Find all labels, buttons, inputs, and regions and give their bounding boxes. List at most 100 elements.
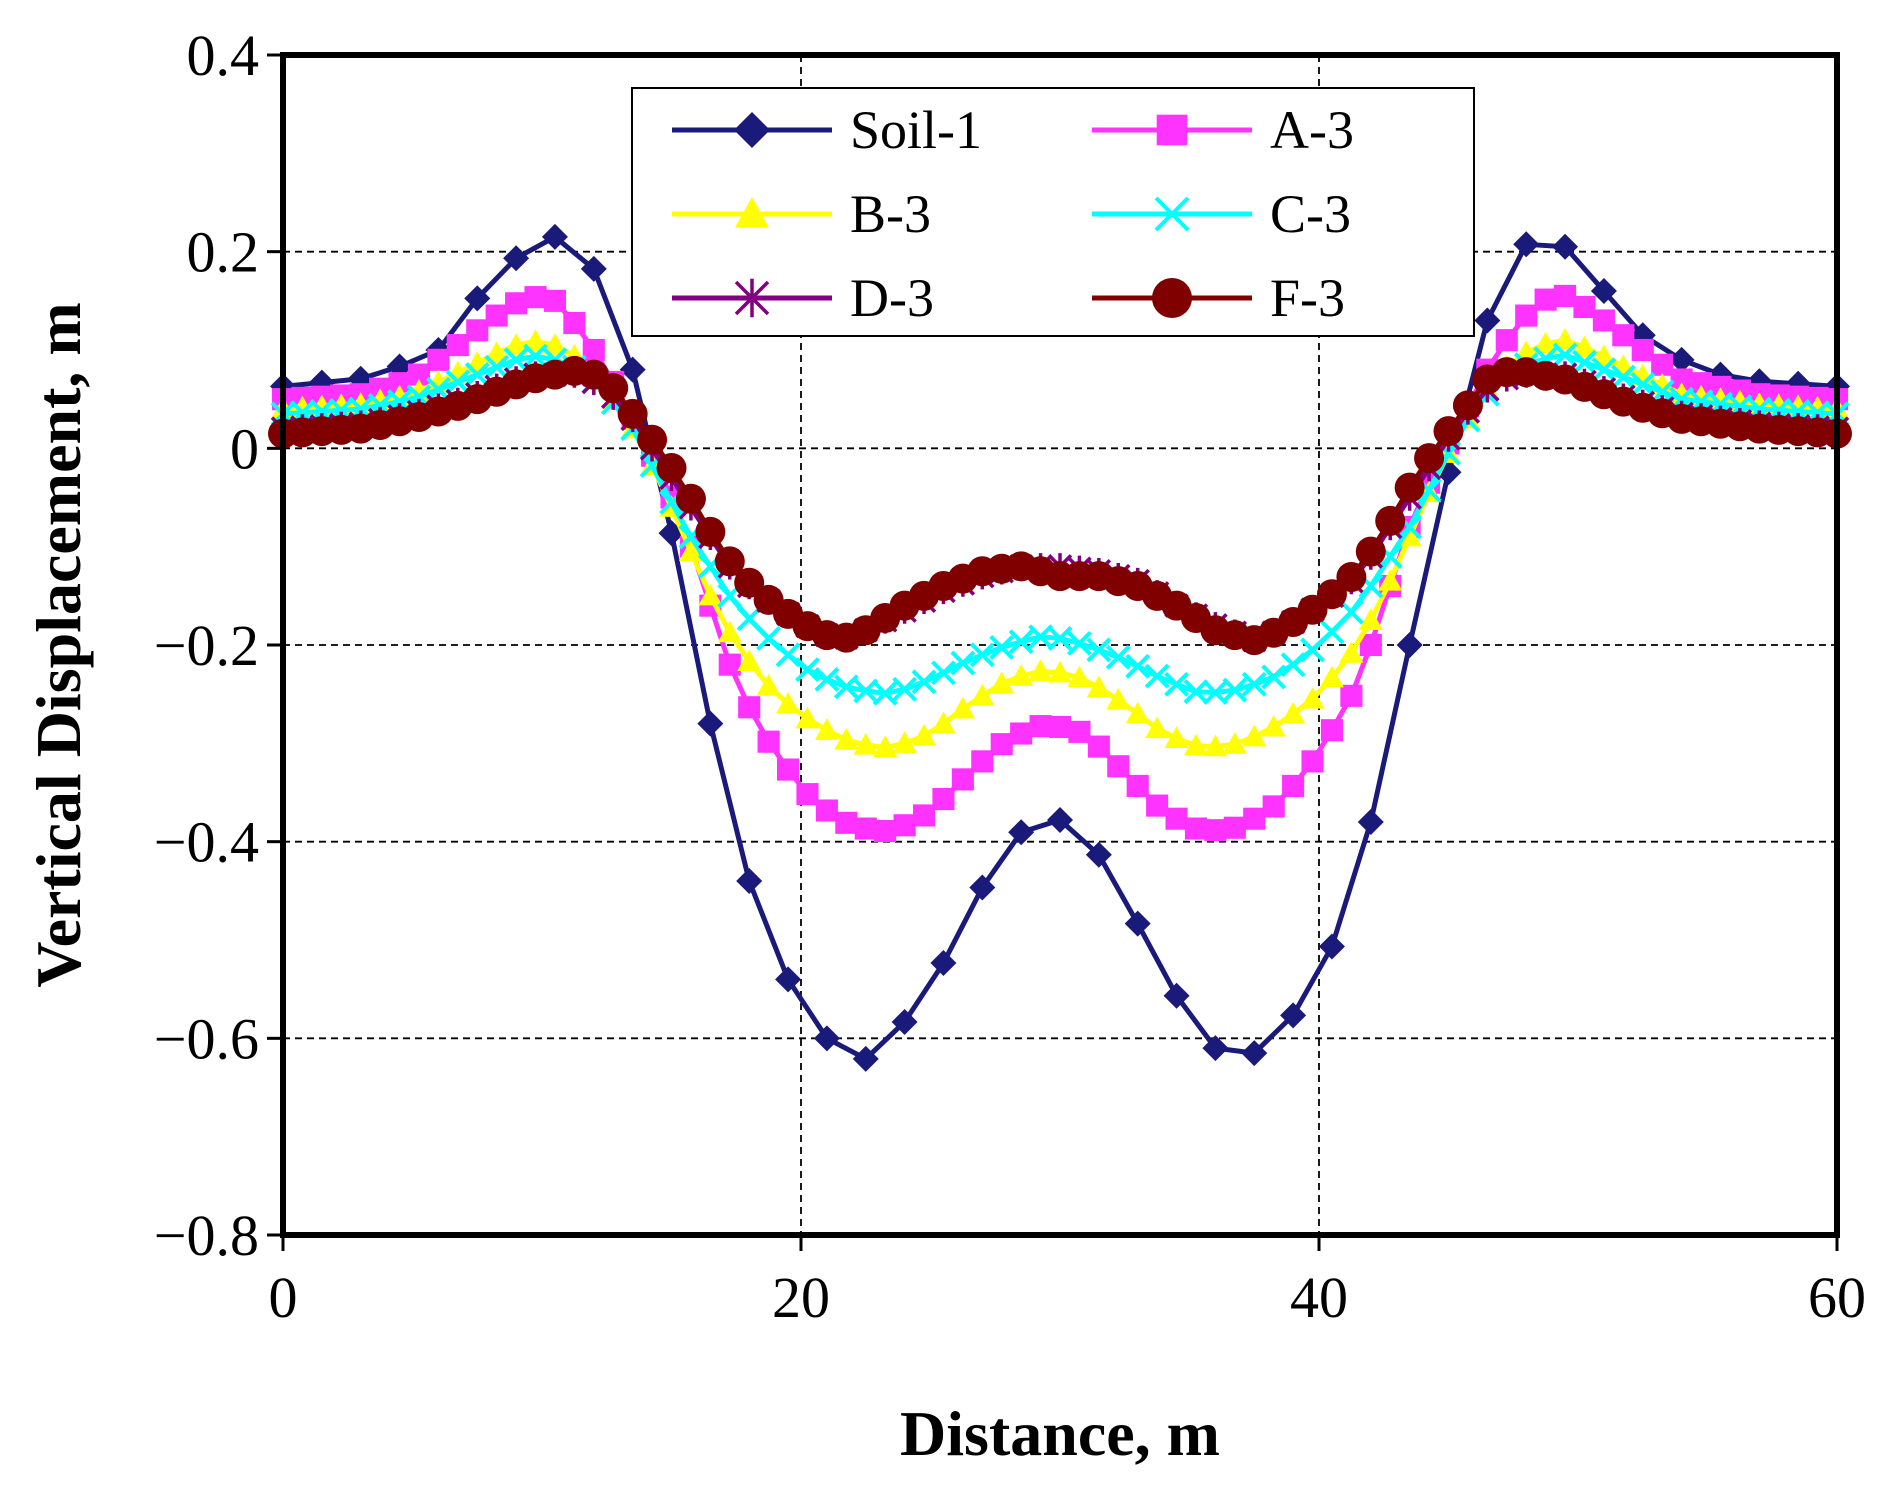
- data-point: [971, 750, 994, 773]
- data-point: [1394, 472, 1425, 503]
- data-point: [1067, 630, 1092, 656]
- x-tick-label: 40: [1290, 1265, 1348, 1330]
- data-point: [407, 363, 431, 386]
- data-point: [1029, 715, 1052, 738]
- data-point: [598, 373, 629, 404]
- data-point: [1126, 774, 1149, 797]
- data-point: [1243, 807, 1266, 830]
- data-point: [815, 799, 838, 822]
- data-point: [1630, 372, 1656, 397]
- data-point: [445, 369, 471, 395]
- data-point: [1106, 687, 1131, 710]
- legend-label: B-3: [850, 184, 931, 244]
- y-tick-label: −0.6: [154, 1006, 259, 1071]
- data-point: [1223, 816, 1246, 839]
- data-point: [503, 347, 529, 373]
- data-point: [776, 692, 801, 714]
- legend-label: Soil-1: [850, 100, 982, 160]
- data-point: [446, 334, 469, 357]
- data-point: [1513, 231, 1540, 258]
- data-point: [1222, 732, 1247, 754]
- data-point: [1340, 684, 1363, 707]
- data-point: [1009, 664, 1034, 686]
- data-point: [1592, 309, 1615, 332]
- data-point: [1184, 817, 1208, 840]
- data-point: [990, 733, 1013, 756]
- data-point: [893, 814, 916, 837]
- data-point: [1048, 660, 1072, 683]
- data-point: [833, 674, 859, 700]
- data-point: [425, 376, 451, 402]
- data-point: [892, 676, 918, 702]
- data-point: [969, 874, 996, 901]
- data-point: [1316, 579, 1347, 610]
- data-point: [950, 650, 976, 676]
- data-point: [1067, 665, 1092, 688]
- data-point: [814, 667, 840, 692]
- data-point: [619, 356, 646, 383]
- data-point: [1048, 715, 1072, 738]
- data-point: [1339, 641, 1364, 663]
- data-point: [675, 483, 706, 514]
- data-point: [1670, 368, 1693, 391]
- data-point: [504, 333, 529, 355]
- data-point: [1610, 364, 1636, 390]
- data-point: [1282, 774, 1305, 797]
- data-point: [1552, 342, 1578, 368]
- data-point: [1125, 653, 1151, 679]
- data-point: [1028, 624, 1053, 650]
- data-point: [892, 731, 917, 753]
- data-point: [464, 285, 491, 312]
- data-point: [1183, 679, 1209, 705]
- data-point: [503, 245, 530, 272]
- data-point: [970, 683, 995, 706]
- data-point: [1183, 733, 1208, 756]
- data-point: [1355, 536, 1386, 567]
- data-point: [1301, 750, 1324, 773]
- data-point: [1612, 324, 1635, 347]
- data-point: [930, 949, 957, 976]
- data-point: [989, 671, 1014, 694]
- data-point: [1203, 734, 1228, 757]
- data-point: [1319, 619, 1345, 645]
- data-point: [737, 649, 762, 671]
- legend-item-a-3: A-3: [1092, 100, 1354, 160]
- data-point: [1165, 807, 1188, 830]
- data-point: [1396, 632, 1423, 658]
- data-point: [1533, 331, 1558, 354]
- data-point: [698, 583, 723, 606]
- data-point: [505, 292, 528, 315]
- data-point: [1591, 344, 1616, 367]
- data-point: [1204, 819, 1227, 842]
- data-point: [1452, 390, 1483, 421]
- legend-label: F-3: [1270, 268, 1345, 328]
- y-tick-label: −0.2: [154, 613, 259, 678]
- data-point: [1357, 809, 1384, 835]
- legend-marker: [735, 197, 769, 228]
- data-point: [1474, 307, 1501, 334]
- legend-marker: [1152, 278, 1192, 318]
- legend-marker: [1156, 114, 1188, 146]
- x-tick-label: 0: [269, 1265, 298, 1330]
- data-point: [484, 354, 510, 380]
- data-point: [1300, 687, 1325, 709]
- data-point: [1047, 626, 1073, 651]
- data-point: [697, 710, 724, 737]
- data-point: [775, 966, 802, 993]
- data-point: [734, 567, 765, 598]
- data-point: [911, 669, 937, 695]
- data-point: [1320, 719, 1343, 742]
- data-point: [718, 653, 741, 676]
- data-point: [1553, 328, 1578, 350]
- series-soil-1: [270, 223, 1850, 1072]
- data-point: [1163, 982, 1190, 1009]
- data-point: [678, 539, 703, 562]
- data-point: [523, 343, 548, 369]
- legend-item-d-3: D-3: [672, 268, 934, 328]
- data-point: [950, 696, 975, 719]
- data-point: [1668, 346, 1695, 373]
- data-point: [931, 660, 956, 686]
- data-point: [1414, 443, 1445, 474]
- legend-item-f-3: F-3: [1092, 268, 1345, 328]
